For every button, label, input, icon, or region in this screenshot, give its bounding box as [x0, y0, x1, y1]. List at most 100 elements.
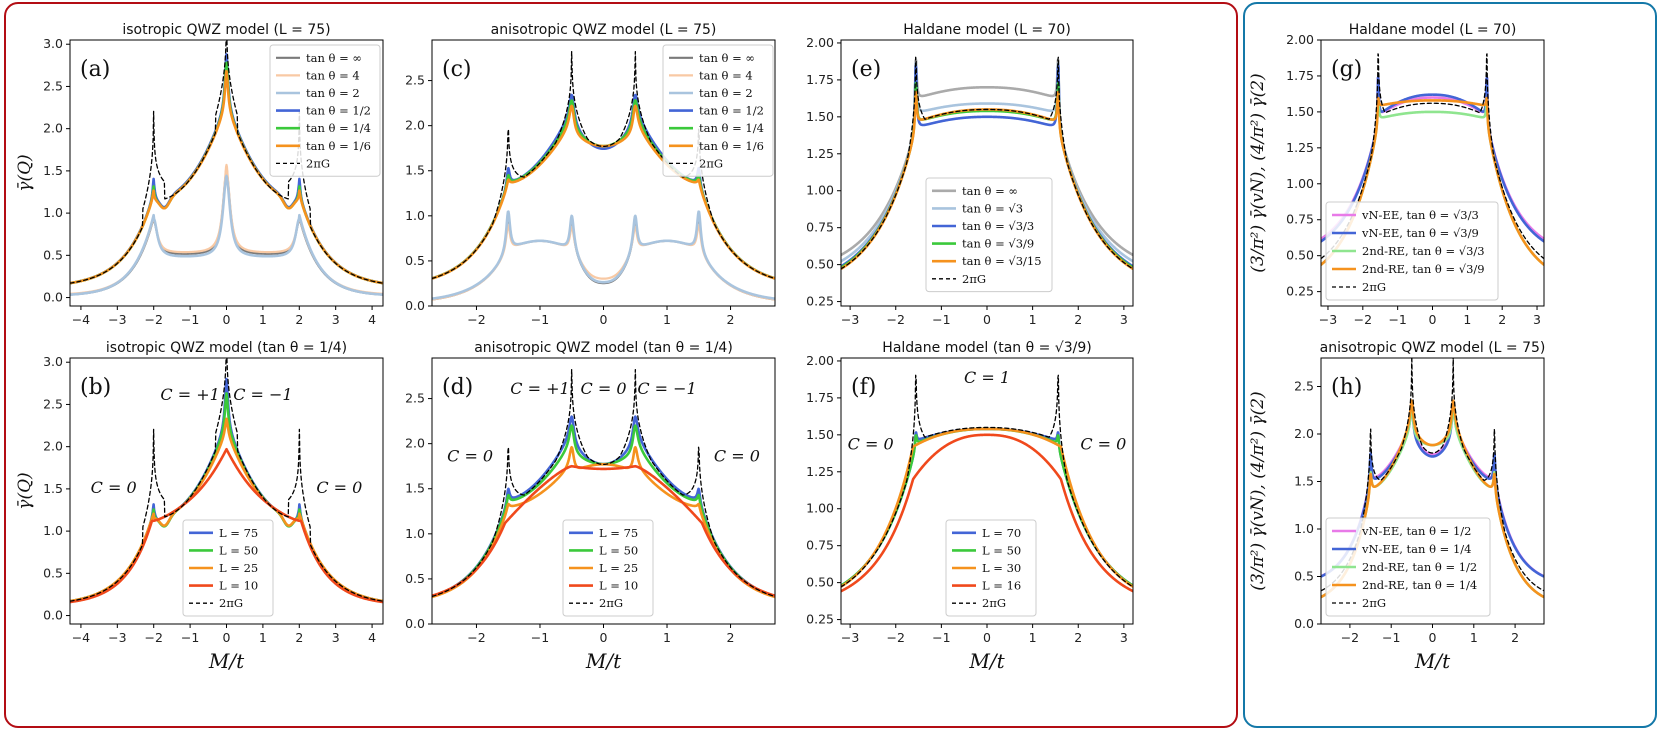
- region-annotation: C = 0: [714, 447, 760, 466]
- series-line-2-g: [432, 50, 775, 280]
- panel-title: Haldane model (tan θ = √3/9): [882, 340, 1091, 356]
- y-tick-label: 1.75: [806, 390, 834, 405]
- x-tick-label: −2: [1354, 312, 1372, 327]
- y-tick-label: 0.0: [405, 298, 425, 313]
- legend-label: tan θ = 4: [306, 68, 360, 82]
- legend-label: 2πG: [1362, 280, 1386, 294]
- axes-frame: [840, 357, 1134, 625]
- y-tick-label: 1.0: [43, 523, 63, 538]
- panel-title: isotropic QWZ model (L = 75): [122, 22, 330, 38]
- x-tick-label: −1: [932, 630, 950, 645]
- y-axis-label: (3/π²) γ̄(vN), (4/π²) γ̄(2): [1248, 73, 1268, 272]
- legend-label: L = 75: [219, 526, 258, 540]
- series-group: [70, 358, 383, 604]
- series-line-2-g: [841, 374, 1133, 588]
- region-annotation: C = 0: [1080, 435, 1126, 454]
- legend-box: [945, 519, 1037, 617]
- y-tick-label: 1.00: [806, 183, 834, 198]
- x-tick-label: 0: [223, 630, 231, 645]
- legend-label: vN-EE, tan θ = √3/9: [1361, 226, 1479, 240]
- x-tick-label: 1: [1029, 312, 1037, 327]
- x-tick-label: −4: [72, 312, 90, 327]
- legend-label: L = 70: [982, 526, 1021, 540]
- x-tick-label: −2: [467, 312, 485, 327]
- legend-box: [269, 44, 381, 177]
- y-tick-label: 0.25: [1286, 284, 1314, 299]
- y-tick-label: 1.25: [806, 146, 834, 161]
- y-tick-label: 0.50: [806, 575, 834, 590]
- y-tick-label: 2.5: [43, 396, 63, 411]
- x-axis-label: M/t: [968, 649, 1005, 673]
- series-line-tan-: [432, 215, 775, 301]
- region-annotation: C = +1: [510, 379, 569, 398]
- legend-label: 2nd-RE, tan θ = √3/9: [1362, 262, 1485, 276]
- panel-title: Haldane model (L = 70): [903, 22, 1071, 38]
- y-tick-label: 2.00: [806, 35, 834, 50]
- legend-box: [925, 177, 1053, 293]
- legend: tan θ = ∞ tan θ = 4 tan θ = 2 tan θ = 1/2 ta…: [269, 44, 381, 177]
- y-tick-label: 0.5: [43, 247, 63, 262]
- y-tick-label: 0.25: [806, 612, 834, 627]
- series-line-2-g: [841, 56, 1133, 270]
- y-tick-label: 0.75: [1286, 212, 1314, 227]
- legend: L = 70 L = 50 L = 30 L = 16 2πG: [945, 519, 1037, 617]
- legend-box: [562, 519, 654, 617]
- y-tick-label: 1.50: [806, 109, 834, 124]
- panel-title: anisotropic QWZ model (tan θ = 1/4): [474, 340, 733, 356]
- y-tick-label: 1.50: [1286, 104, 1314, 119]
- x-tick-label: −2: [1341, 630, 1359, 645]
- panel-label: (e): [851, 57, 881, 82]
- legend-label: L = 25: [219, 561, 258, 575]
- x-axis-label: M/t: [585, 649, 622, 673]
- x-tick-label: 0: [223, 312, 231, 327]
- legend-label: 2nd-RE, tan θ = √3/3: [1362, 244, 1485, 258]
- legend-label: tan θ = 1/4: [699, 121, 764, 135]
- legend: L = 75 L = 50 L = 25 L = 10 2πG: [182, 519, 274, 617]
- legend-label: 2πG: [962, 272, 986, 286]
- series-line-l-10: [70, 447, 383, 604]
- axes-frame: [1320, 39, 1545, 307]
- y-tick-label: 0.0: [1294, 616, 1314, 631]
- axes-frame: [69, 39, 384, 307]
- y-tick-label: 1.0: [405, 526, 425, 541]
- legend-label: 2nd-RE, tan θ = 1/4: [1362, 578, 1477, 592]
- legend-label: 2nd-RE, tan θ = 1/2: [1362, 560, 1477, 574]
- y-tick-label: 3.0: [43, 36, 63, 51]
- y-tick-label: 1.25: [806, 464, 834, 479]
- axes-frame: [69, 357, 384, 625]
- red-group-frame: [4, 2, 1238, 728]
- y-tick-label: 0.50: [1286, 248, 1314, 263]
- y-tick-label: 0.0: [43, 608, 63, 623]
- y-tick-label: 3.0: [43, 354, 63, 369]
- legend-label: L = 25: [599, 561, 638, 575]
- x-tick-label: 3: [1120, 312, 1128, 327]
- x-axis-label: M/t: [1414, 649, 1451, 673]
- y-tick-label: 2.00: [806, 353, 834, 368]
- series-line-l-30: [841, 427, 1133, 588]
- region-annotation: C = 0: [848, 435, 894, 454]
- legend-label: vN-EE, tan θ = 1/4: [1361, 542, 1471, 556]
- x-tick-label: 2: [1511, 630, 1519, 645]
- x-tick-label: 2: [1074, 312, 1082, 327]
- legend-label: tan θ = ∞: [962, 184, 1018, 198]
- y-tick-label: 1.5: [405, 163, 425, 178]
- y-tick-label: 1.5: [43, 481, 63, 496]
- legend-label: L = 50: [599, 543, 638, 557]
- series-line-tan-4: [432, 223, 775, 301]
- y-tick-label: 1.5: [1294, 474, 1314, 489]
- y-tick-label: 2.5: [405, 73, 425, 88]
- y-tick-label: 2.5: [43, 78, 63, 93]
- x-tick-label: −2: [467, 630, 485, 645]
- x-tick-label: 1: [663, 312, 671, 327]
- x-tick-label: 2: [295, 312, 303, 327]
- x-tick-label: −1: [1382, 630, 1400, 645]
- y-tick-label: 1.50: [806, 427, 834, 442]
- series-group: [841, 374, 1133, 593]
- y-tick-label: 2.5: [1294, 379, 1314, 394]
- x-tick-label: 0: [983, 312, 991, 327]
- legend-box: [1325, 517, 1491, 617]
- y-tick-label: 1.5: [43, 163, 63, 178]
- legend-label: tan θ = √3/3: [962, 219, 1034, 233]
- x-tick-label: −1: [181, 630, 199, 645]
- panel-label: (h): [1331, 375, 1362, 400]
